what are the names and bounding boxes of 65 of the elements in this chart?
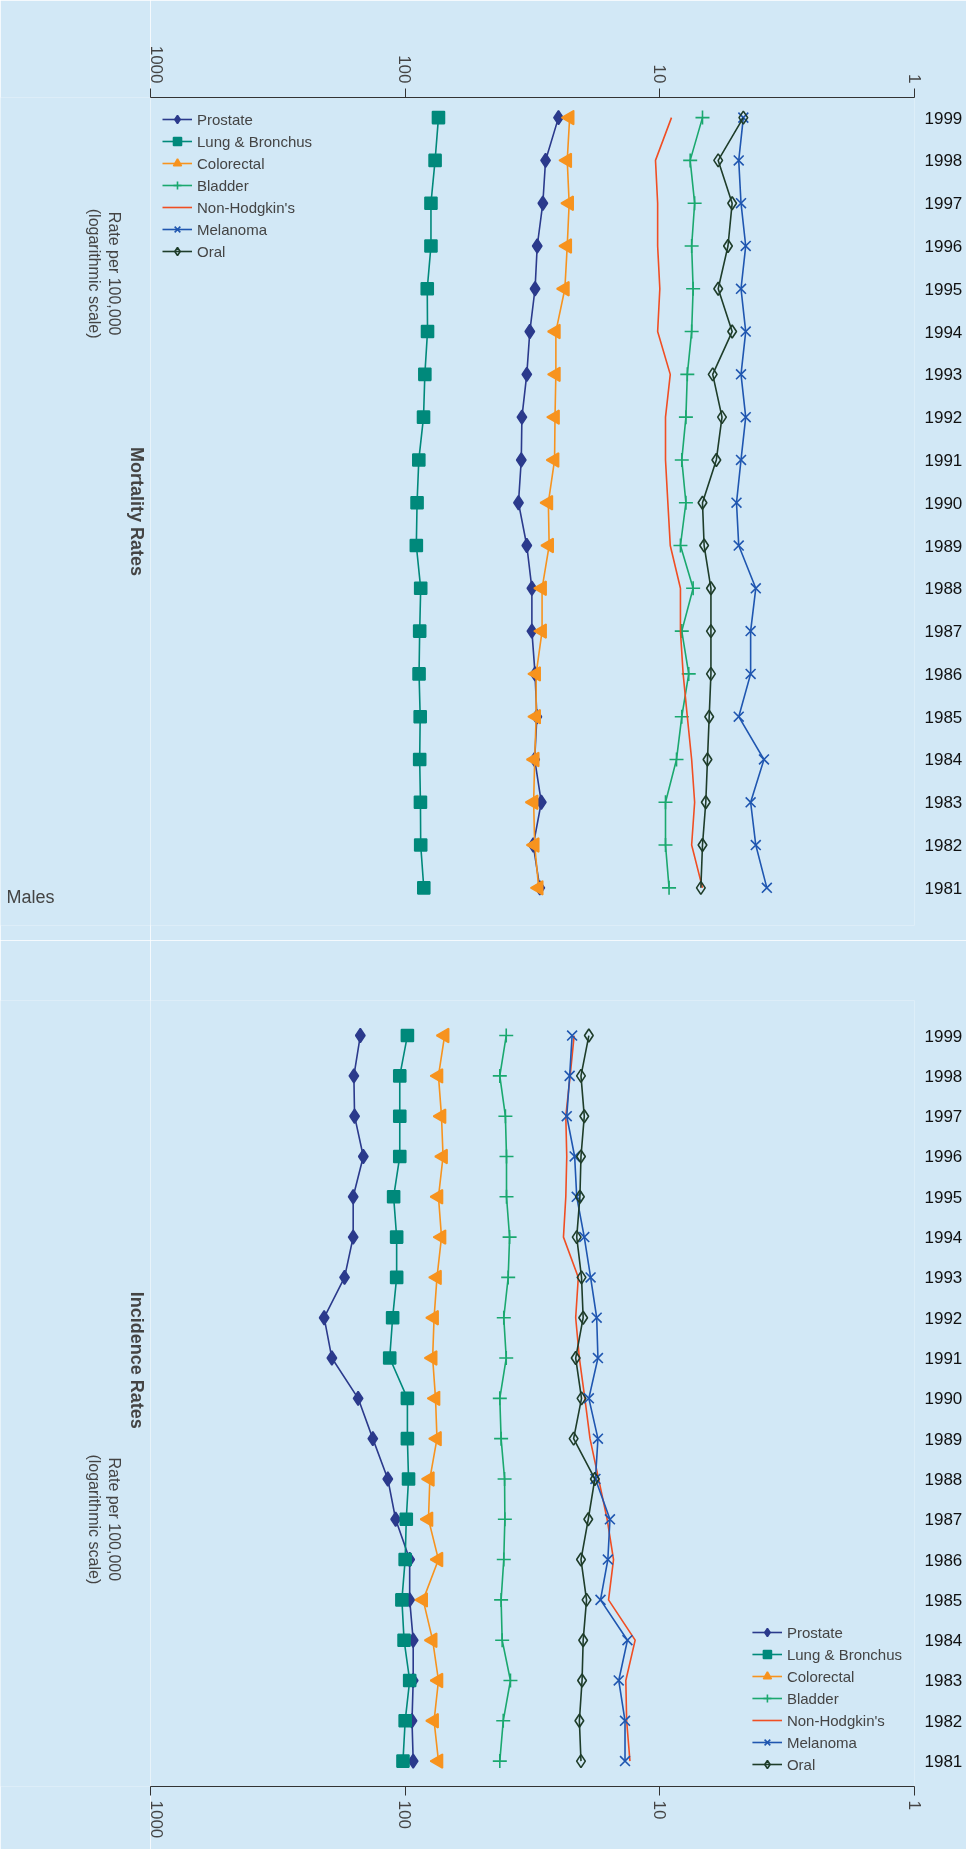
y-tick-label: 1996 [924, 1147, 963, 1167]
legend-label: Melanoma [786, 1733, 857, 1751]
y-tick-label: 1998 [924, 1066, 963, 1086]
y-tick-label: 1992 [924, 408, 963, 428]
y-tick-label: 1991 [924, 450, 963, 470]
x-tick-label: 1 [904, 1800, 924, 1810]
y-tick-label: 1989 [924, 536, 963, 556]
y-tick-label: 1983 [924, 1671, 963, 1691]
y-tick-label: 1997 [924, 194, 963, 214]
y-tick-label: 1981 [924, 1752, 963, 1772]
legend-label: Oral [197, 242, 226, 260]
legend-label: Prostate [786, 1623, 843, 1641]
y-tick-label: 1991 [924, 1349, 963, 1369]
x-tick-label: 100 [395, 1800, 415, 1829]
y-tick-label: 1996 [924, 236, 963, 256]
text: Males [6, 887, 55, 908]
y-tick-label: 1982 [924, 836, 963, 856]
y-tick-label: 1993 [924, 1268, 963, 1288]
x-tick-label: 10 [649, 64, 669, 84]
y-tick-label: 1990 [924, 1389, 963, 1409]
y-tick-label: 1994 [924, 322, 963, 342]
y-tick-label: 1997 [924, 1107, 963, 1127]
y-tick-label: 1994 [924, 1228, 963, 1248]
legend-label: Melanoma [197, 220, 268, 238]
legend-label: Non-Hodgkin's [197, 198, 295, 216]
text: Rate per 100,000 (logarithmic scale) [85, 1454, 124, 1585]
legend-label: Lung & Bronchus [786, 1645, 902, 1663]
y-tick-label: 1990 [924, 493, 963, 513]
y-tick-label: 1986 [924, 664, 963, 684]
text: Incidence Rates [126, 1291, 147, 1429]
y-tick-label: 1993 [924, 365, 963, 385]
legend-label: Colorectal [197, 154, 265, 172]
y-tick-label: 1981 [924, 878, 963, 898]
y-tick-label: 1992 [924, 1308, 963, 1328]
y-tick-label: 1986 [924, 1550, 963, 1570]
y-tick-label: 1983 [924, 793, 963, 813]
x-tick-label: 1000 [146, 1800, 166, 1839]
y-tick-label: 1987 [924, 1510, 963, 1530]
y-tick-label: 1988 [924, 579, 963, 599]
y-tick-label: 1999 [924, 108, 963, 128]
x-tick-label: 100 [395, 55, 415, 84]
legend-label: Prostate [197, 110, 253, 128]
y-tick-label: 1985 [924, 707, 963, 727]
y-tick-label: 1987 [924, 622, 963, 642]
y-tick-label: 1999 [924, 1026, 963, 1046]
x-tick-label: 1000 [146, 45, 166, 84]
legend-label: Colorectal [786, 1667, 855, 1685]
y-tick-label: 1995 [924, 279, 963, 299]
legend-label: Bladder [197, 176, 249, 194]
text: Mortality Rates [126, 446, 147, 577]
y-tick-label: 1995 [924, 1187, 963, 1207]
legend-label: Bladder [786, 1689, 839, 1707]
x-tick-label: 1 [904, 74, 924, 84]
y-tick-label: 1984 [924, 750, 963, 770]
y-tick-label: 1988 [924, 1469, 963, 1489]
y-tick-label: 1998 [924, 151, 963, 171]
legend-label: Oral [786, 1755, 816, 1773]
text: Rate per 100,000 (logarithmic scale) [85, 208, 124, 339]
x-tick-label: 10 [649, 1800, 669, 1820]
y-tick-label: 1985 [924, 1590, 963, 1610]
y-tick-label: 1989 [924, 1429, 963, 1449]
legend-label: Lung & Bronchus [197, 132, 313, 150]
y-tick-label: 1984 [924, 1631, 963, 1651]
legend-label: Non-Hodgkin's [786, 1711, 885, 1729]
y-tick-label: 1982 [924, 1711, 963, 1731]
